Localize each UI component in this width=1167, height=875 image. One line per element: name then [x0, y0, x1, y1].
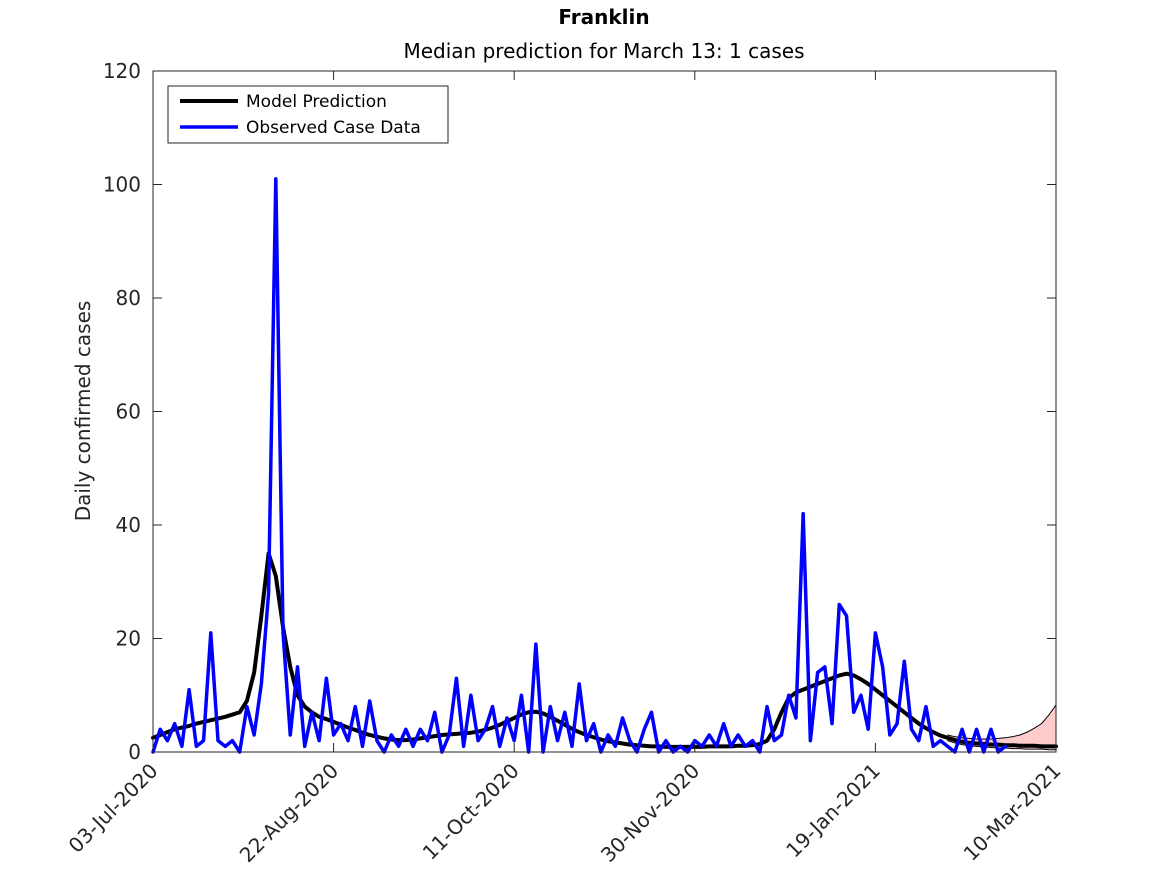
legend-label: Model Prediction [246, 92, 387, 112]
y-tick-label: 40 [116, 513, 141, 537]
y-tick-label: 20 [116, 627, 141, 651]
y-tick-label: 100 [103, 173, 141, 197]
legend-label: Observed Case Data [246, 118, 421, 138]
confidence-band [947, 704, 1056, 750]
y-tick-label: 120 [103, 59, 141, 83]
y-tick-label: 80 [116, 286, 141, 310]
y-tick-label: 60 [116, 400, 141, 424]
series-line [151, 177, 1008, 754]
legend: Model Prediction Observed Case Data [167, 85, 449, 144]
chart-title: Franklin [558, 5, 649, 29]
legend-box [167, 85, 449, 144]
chart-subtitle: Median prediction for March 13: 1 cases [403, 39, 804, 63]
y-axis-label: Daily confirmed cases [71, 301, 95, 522]
y-tick-label: 0 [128, 740, 141, 764]
